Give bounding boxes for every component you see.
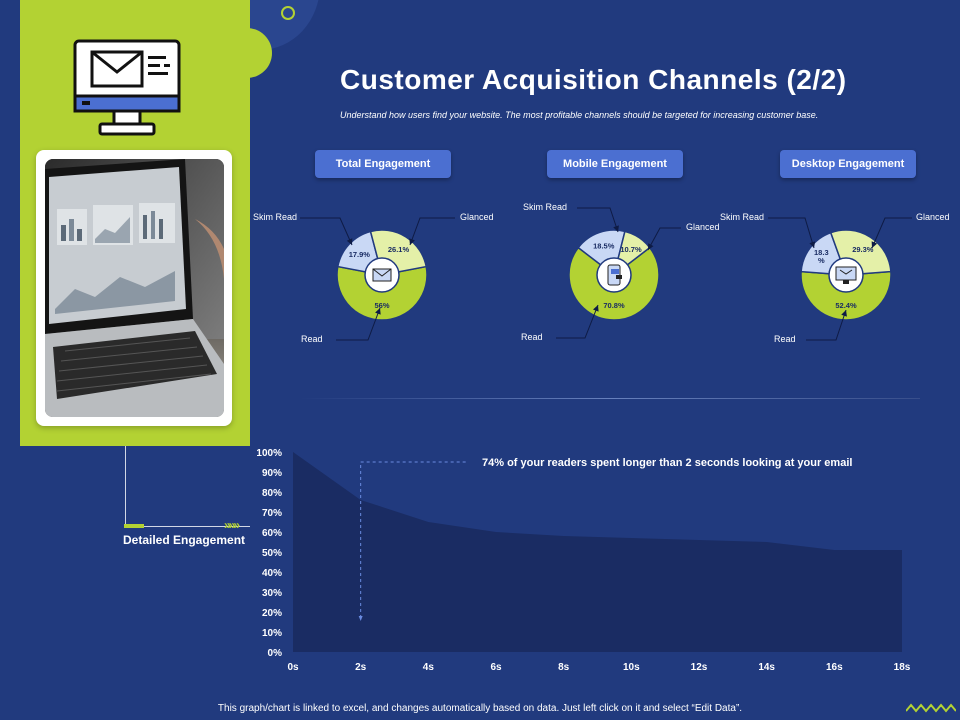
pie-3-value-read: 52.4% — [835, 301, 857, 310]
y-tick-label: 60% — [262, 528, 282, 539]
pie1-skim-read-label: Skim Read — [253, 212, 298, 222]
pie-3-leader-glanced — [871, 217, 912, 249]
x-tick-label: 12s — [691, 662, 708, 673]
annotation-arrowhead — [358, 616, 363, 621]
x-tick-label: 6s — [490, 662, 502, 673]
pie-1-slice-read — [336, 265, 428, 321]
connector-horizontal-line — [125, 526, 250, 527]
x-tick-label: 16s — [826, 662, 843, 673]
envelope-icon — [372, 268, 392, 282]
engagement-area — [293, 452, 902, 652]
pie3-glanced-label: Glanced — [916, 212, 950, 222]
decorative-ring — [281, 6, 295, 20]
pie-1: 56% 17.9% 26.1% — [300, 217, 455, 341]
pie-3-arrowhead-read — [841, 310, 847, 317]
y-tick-label: 0% — [268, 648, 283, 659]
page-subtitle: Understand how users find your website. … — [340, 110, 819, 120]
pie-1-value-glanced: 26.1% — [388, 245, 410, 254]
x-tick-label: 4s — [423, 662, 435, 673]
pie-3-arrowhead-glanced — [871, 241, 878, 248]
pie-2-value-read: 70.8% — [603, 301, 625, 310]
pie-3-leader-skim-read — [768, 217, 815, 249]
page-title: Customer Acquisition Channels (2/2) — [340, 64, 847, 95]
pie1-read-label: Read — [301, 334, 323, 344]
x-tick-label: 14s — [758, 662, 775, 673]
engagement-area-chart: 0% 10% 20% 30% 40% 50% 60% 70% 80% 90% 100% 0s 2s 4s 6… — [256, 448, 911, 673]
pie-2-value-skim-read: 18.5% — [593, 242, 615, 251]
chevrons-icon: »»» — [224, 518, 240, 532]
x-tick-label: 18s — [894, 662, 911, 673]
pie-1-leader-skim-read — [300, 217, 353, 246]
pie3-skim-read-label: Skim Read — [720, 212, 765, 222]
y-tick-label: 40% — [262, 568, 282, 579]
tab-total-engagement[interactable]: Total Engagement — [315, 150, 451, 178]
pie2-glanced-label: Glanced — [686, 222, 720, 232]
pie-1-arrowhead-read — [375, 308, 381, 315]
x-tick-label: 10s — [623, 662, 640, 673]
detailed-engagement-label: Detailed Engagement — [123, 533, 246, 547]
pie2-skim-read-label: Skim Read — [523, 202, 568, 212]
x-tick-label: 8s — [558, 662, 570, 673]
pie3-read-label: Read — [774, 334, 796, 344]
pie-2-leader-read — [556, 304, 599, 339]
pie-1-arrowhead-glanced — [409, 238, 415, 245]
annotation-guide-line — [360, 461, 467, 618]
accent-dash — [124, 524, 144, 528]
pie-charts: 56% 17.9% 26.1% 70.8% 18.5% 10.7% 52.4% 18.3 % 29… — [300, 207, 912, 341]
pie-2-arrowhead-skim-read — [613, 225, 619, 232]
pie-1-value-read: 56% — [374, 301, 389, 310]
pie-2-leader-glanced — [647, 227, 681, 251]
pie-3-arrowhead-skim-read — [809, 241, 816, 248]
footer-note: This graph/chart is linked to excel, and… — [217, 703, 743, 714]
y-tick-label: 100% — [256, 448, 282, 459]
pie2-read-label: Read — [521, 332, 543, 342]
pie-2-arrowhead-read — [593, 305, 599, 312]
y-tick-label: 80% — [262, 488, 282, 499]
pie-3-leader-read — [806, 309, 847, 341]
pie-1-leader-glanced — [409, 217, 455, 246]
pie-3-slice-read — [800, 270, 892, 321]
laptop-illustration — [45, 159, 224, 417]
desktop-email-icon — [835, 266, 857, 284]
x-tick-label: 0s — [287, 662, 299, 673]
section-divider — [300, 398, 920, 399]
pie-3-value-glanced: 29.3% — [852, 245, 874, 254]
y-tick-label: 50% — [262, 548, 282, 559]
y-tick-label: 90% — [262, 468, 282, 479]
laptop-analytics-photo — [45, 159, 224, 417]
pie-3: 52.4% 18.3 % 29.3% — [768, 217, 912, 341]
tab-desktop-engagement[interactable]: Desktop Engagement — [780, 150, 916, 178]
pie-2-leader-skim-read — [577, 207, 619, 233]
chart-annotation: 74% of your readers spent longer than 2 … — [482, 457, 852, 469]
mobile-chat-icon — [607, 264, 622, 286]
zigzag-decoration — [906, 703, 956, 713]
pie-2: 70.8% 18.5% 10.7% — [556, 207, 681, 339]
connector-vertical-line — [125, 446, 126, 526]
pie-2-arrowhead-glanced — [648, 243, 654, 250]
tab-mobile-engagement[interactable]: Mobile Engagement — [547, 150, 683, 178]
y-tick-label: 70% — [262, 508, 282, 519]
y-tick-label: 10% — [262, 628, 282, 639]
email-monitor-icon — [73, 39, 181, 136]
pie-1-leader-read — [336, 307, 381, 341]
pie-1-arrowhead-skim-read — [346, 238, 353, 245]
x-tick-label: 2s — [355, 662, 367, 673]
pie-1-value-skim-read: 17.9% — [349, 250, 371, 259]
y-tick-label: 20% — [262, 608, 282, 619]
pie-2-value-glanced: 10.7% — [620, 245, 642, 254]
pie-3-value-skim-read: 18.3% — [814, 248, 829, 265]
pie1-glanced-label: Glanced — [460, 212, 494, 222]
y-tick-label: 30% — [262, 588, 282, 599]
